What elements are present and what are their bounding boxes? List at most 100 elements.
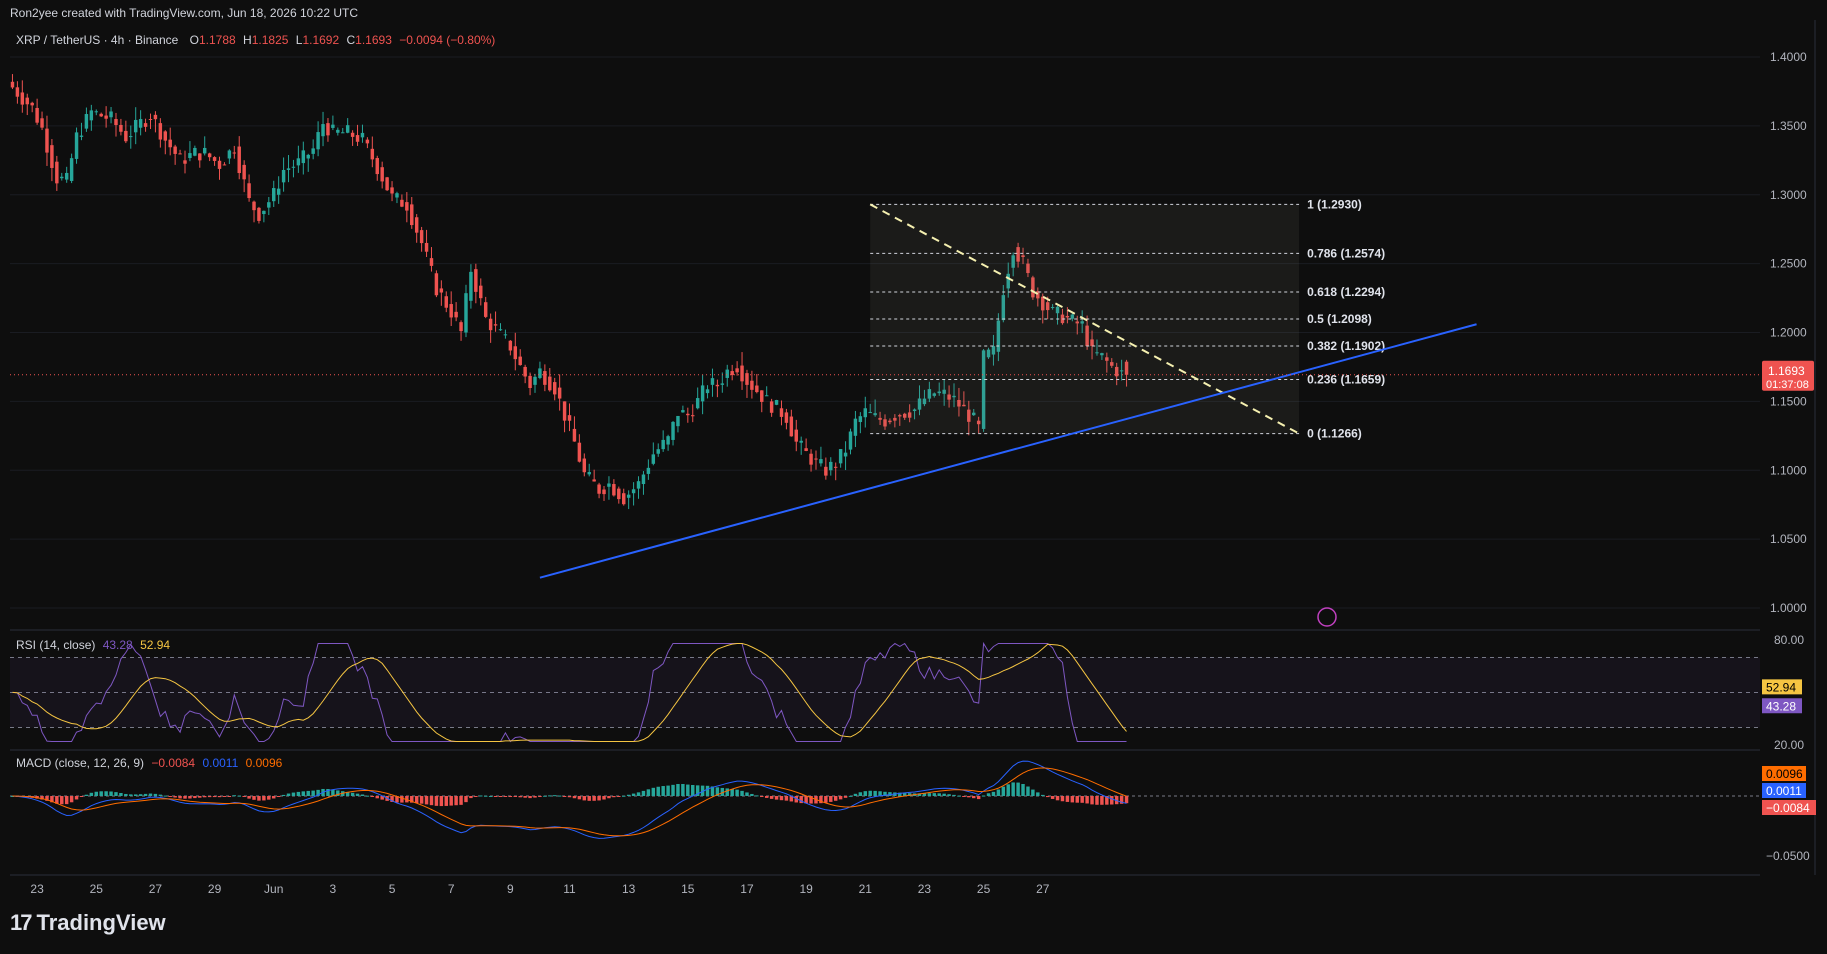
- candle-body: [922, 398, 927, 405]
- rsi-band-fill: [10, 657, 1760, 728]
- macd-hist-bar: [119, 792, 123, 796]
- macd-hist-bar: [355, 793, 360, 796]
- y-tick-label: 1.1500: [1770, 394, 1807, 408]
- macd-hist-bar: [1095, 796, 1099, 805]
- macd-hist-bar: [833, 796, 838, 801]
- candle-body: [64, 172, 69, 180]
- macd-hist-bar: [454, 796, 458, 806]
- candle-body: [843, 452, 848, 457]
- x-tick-label: 23: [918, 882, 932, 896]
- rsi-tick-label: 80.00: [1774, 633, 1804, 647]
- candle-body: [1016, 247, 1020, 262]
- support-trendline: [539, 323, 1477, 579]
- signal-line: [12, 767, 1127, 837]
- macd-hist-bar: [947, 794, 951, 796]
- macd-hist-bar: [124, 793, 128, 796]
- macd-tick-label: −0.0500: [1766, 849, 1810, 863]
- macd-hist-bar: [1036, 792, 1040, 796]
- candle-body: [124, 130, 128, 142]
- macd-hist-bar: [424, 796, 429, 805]
- candle-body: [902, 413, 907, 418]
- rsi-label[interactable]: RSI (14, close): [16, 638, 96, 652]
- candle-body: [868, 412, 872, 414]
- candle-body: [641, 474, 646, 485]
- macd-hist-bar: [257, 796, 261, 801]
- macd-hist-bar: [331, 789, 335, 796]
- macd-hist-bar: [1085, 796, 1089, 804]
- macd-hist-bar: [809, 796, 813, 804]
- macd-hist-bar: [661, 786, 665, 796]
- x-tick-label: 15: [681, 882, 695, 896]
- macd-hist-bar: [449, 796, 453, 806]
- x-tick-label: 29: [208, 882, 222, 896]
- candle-body: [932, 393, 937, 396]
- candle-body: [341, 132, 345, 134]
- candle-body: [133, 119, 138, 133]
- candle-body: [784, 412, 789, 423]
- macd-hist-bar: [1119, 796, 1124, 804]
- candle-body: [414, 217, 419, 233]
- tradingview-brand[interactable]: 17 TradingView: [10, 910, 166, 936]
- macd-hist-bar: [193, 796, 197, 799]
- candle-body: [355, 135, 360, 142]
- candle-body: [508, 340, 513, 351]
- candle-body: [84, 114, 89, 129]
- candle-body: [656, 449, 660, 454]
- x-tick-label: 23: [30, 882, 44, 896]
- candle-body: [863, 408, 868, 418]
- close-value: 1.1693: [355, 33, 392, 47]
- macd-hist-bar: [380, 796, 384, 800]
- macd-hist-bar: [622, 795, 626, 797]
- macd-hist-bar: [705, 785, 710, 796]
- candle-body: [1021, 255, 1025, 257]
- candle-body: [562, 401, 567, 421]
- candle-body: [686, 413, 690, 416]
- candle-body: [755, 385, 759, 393]
- macd-hist-bar: [10, 796, 15, 797]
- macd-hist-bar: [439, 796, 444, 807]
- macd-hist-bar: [1090, 796, 1094, 805]
- candle-body: [119, 124, 123, 132]
- candle-body: [449, 304, 453, 318]
- macd-value: −0.0084: [151, 756, 196, 770]
- macd-hist-bar: [878, 791, 882, 796]
- macd-hist-bar: [1050, 796, 1055, 799]
- candle-body: [178, 153, 182, 155]
- watermark-header: Ron2yee created with TradingView.com, Ju…: [10, 6, 358, 20]
- candle-body: [1075, 321, 1079, 324]
- symbol-label[interactable]: XRP / TetherUS · 4h · Binance: [16, 33, 179, 47]
- rsi-tag-label: 43.28: [1766, 699, 1796, 713]
- candle-body: [853, 418, 858, 436]
- candle-body: [69, 158, 74, 181]
- macd-hist-bar: [582, 796, 587, 801]
- candle-body: [548, 376, 552, 391]
- macd-hist-bar: [173, 796, 177, 798]
- candle-body: [498, 329, 503, 331]
- candle-body: [1105, 357, 1109, 361]
- candle-body: [927, 389, 932, 399]
- candle-body: [1119, 370, 1124, 372]
- macd-hist-bar: [730, 788, 734, 796]
- candle-body: [740, 365, 744, 382]
- candle-body: [592, 479, 596, 482]
- candle-body: [474, 269, 478, 292]
- macd-hist-bar: [863, 791, 868, 796]
- candle-body: [390, 187, 394, 194]
- candle-body: [878, 417, 882, 420]
- macd-hist-bar: [888, 792, 892, 796]
- candle-body: [488, 318, 493, 331]
- low-value: 1.1692: [302, 33, 340, 47]
- macd-hist-bar: [104, 791, 108, 796]
- macd-hist-bar: [1105, 796, 1109, 805]
- macd-hist-bar: [276, 796, 281, 797]
- macd-label[interactable]: MACD (close, 12, 26, 9): [16, 756, 145, 770]
- macd-hist-bar: [247, 796, 251, 799]
- macd-hist-bar: [858, 792, 863, 796]
- candle-body: [20, 92, 25, 105]
- candle-body: [30, 102, 34, 106]
- candle-body: [405, 202, 409, 211]
- candle-body: [168, 139, 172, 148]
- candle-body: [760, 390, 764, 402]
- low-label: L: [295, 33, 303, 47]
